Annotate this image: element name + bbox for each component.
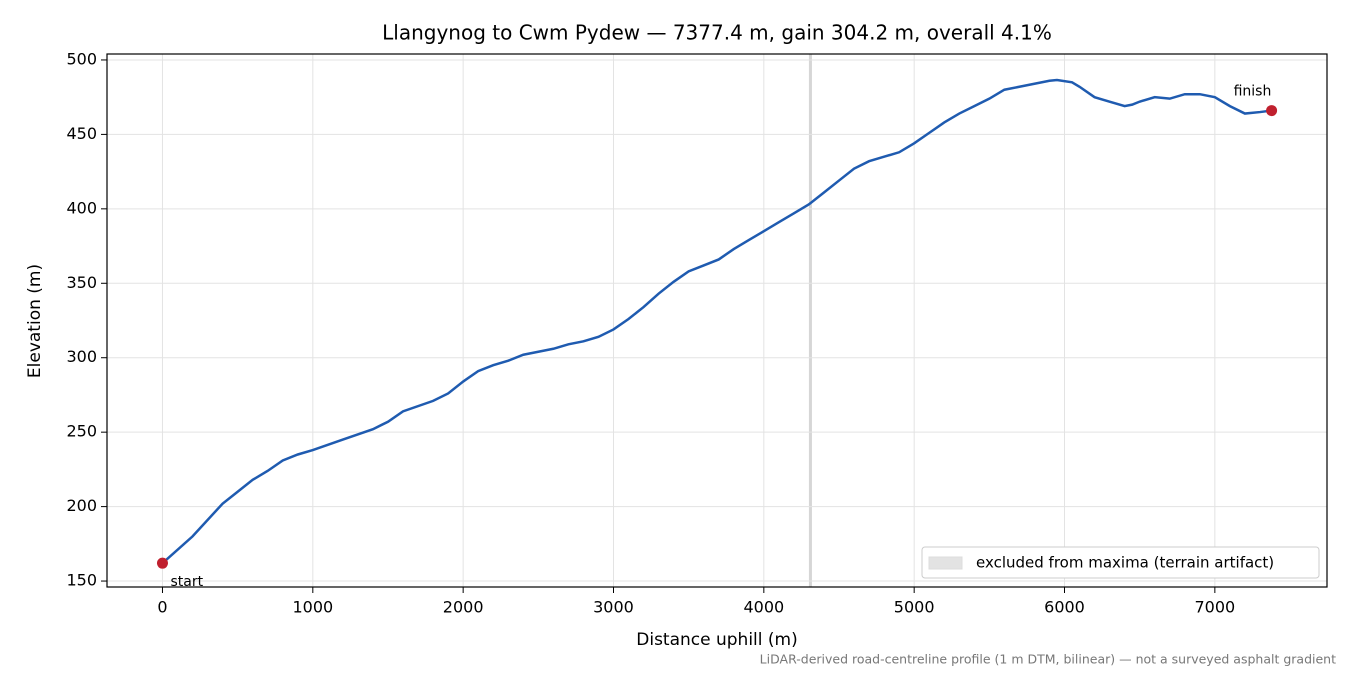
x-tick-label: 2000	[443, 598, 484, 617]
x-tick-label: 1000	[292, 598, 333, 617]
y-tick-label: 350	[66, 273, 97, 292]
start-marker	[156, 557, 168, 569]
plot-frame	[106, 53, 1328, 588]
chart-title: Llangynog to Cwm Pydew — 7377.4 m, gain …	[382, 21, 1052, 45]
finish-marker	[1266, 105, 1278, 117]
x-tick-label: 7000	[1194, 598, 1235, 617]
y-tick-label: 200	[66, 496, 97, 515]
x-axis-label: Distance uphill (m)	[636, 630, 797, 650]
start-label: start	[170, 574, 203, 590]
x-tick-label: 0	[157, 598, 167, 617]
finish-label: finish	[1234, 84, 1272, 100]
y-tick-label: 400	[66, 198, 97, 217]
y-tick-label: 150	[66, 571, 97, 590]
legend-box	[921, 546, 1320, 579]
elevation-line	[161, 78, 1272, 565]
x-tick-label: 4000	[743, 598, 784, 617]
footnote: LiDAR-derived road-centreline profile (1…	[760, 652, 1336, 667]
y-tick-label: 500	[66, 49, 97, 68]
x-tick-label: 6000	[1044, 598, 1085, 617]
y-axis-label: Elevation (m)	[25, 264, 45, 378]
legend-label: excluded from maxima (terrain artifact)	[976, 554, 1274, 572]
y-tick-label: 300	[66, 347, 97, 366]
legend-swatch	[928, 556, 963, 570]
y-tick-label: 450	[66, 124, 97, 143]
x-tick-label: 3000	[593, 598, 634, 617]
excluded-band	[808, 54, 812, 587]
y-tick-label: 250	[66, 422, 97, 441]
x-tick-label: 5000	[894, 598, 935, 617]
